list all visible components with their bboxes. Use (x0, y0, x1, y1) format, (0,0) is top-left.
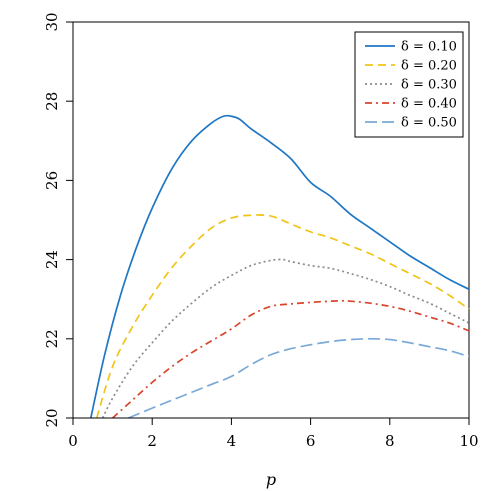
x-tick-label: 6 (306, 432, 316, 450)
series-line-3 (101, 258, 470, 419)
y-axis: 20 22 24 26 28 30 (43, 12, 74, 428)
legend-label-1: δ = 0.10 (401, 40, 457, 55)
x-axis-title: p (266, 470, 276, 489)
series-layer (89, 114, 470, 419)
y-tick-label: 30 (43, 12, 61, 31)
legend-label-4: δ = 0.40 (401, 97, 457, 112)
y-tick-label: 24 (43, 250, 61, 269)
x-tick-label: 10 (459, 432, 478, 450)
legend-label-3: δ = 0.30 (401, 78, 457, 93)
x-axis: 0 2 4 6 8 10 (68, 417, 479, 450)
legend: δ = 0.10 δ = 0.20 δ = 0.30 δ = 0.40 δ = 0.50 (354, 31, 464, 138)
series-line-4 (112, 299, 470, 419)
series-line-5 (128, 337, 470, 419)
y-tick-label: 20 (43, 408, 61, 427)
x-tick-label: 8 (385, 432, 395, 450)
y-tick-label: 22 (43, 329, 61, 348)
x-tick-label: 0 (68, 432, 78, 450)
series-line-1 (89, 114, 470, 419)
y-tick-label: 28 (43, 92, 61, 111)
legend-label-5: δ = 0.50 (401, 116, 457, 131)
y-tick-label: 26 (43, 171, 61, 190)
series-line-2 (95, 214, 470, 419)
x-tick-label: 4 (227, 432, 237, 450)
legend-label-2: δ = 0.20 (401, 59, 457, 74)
x-tick-label: 2 (147, 432, 157, 450)
legend-box (354, 31, 464, 138)
